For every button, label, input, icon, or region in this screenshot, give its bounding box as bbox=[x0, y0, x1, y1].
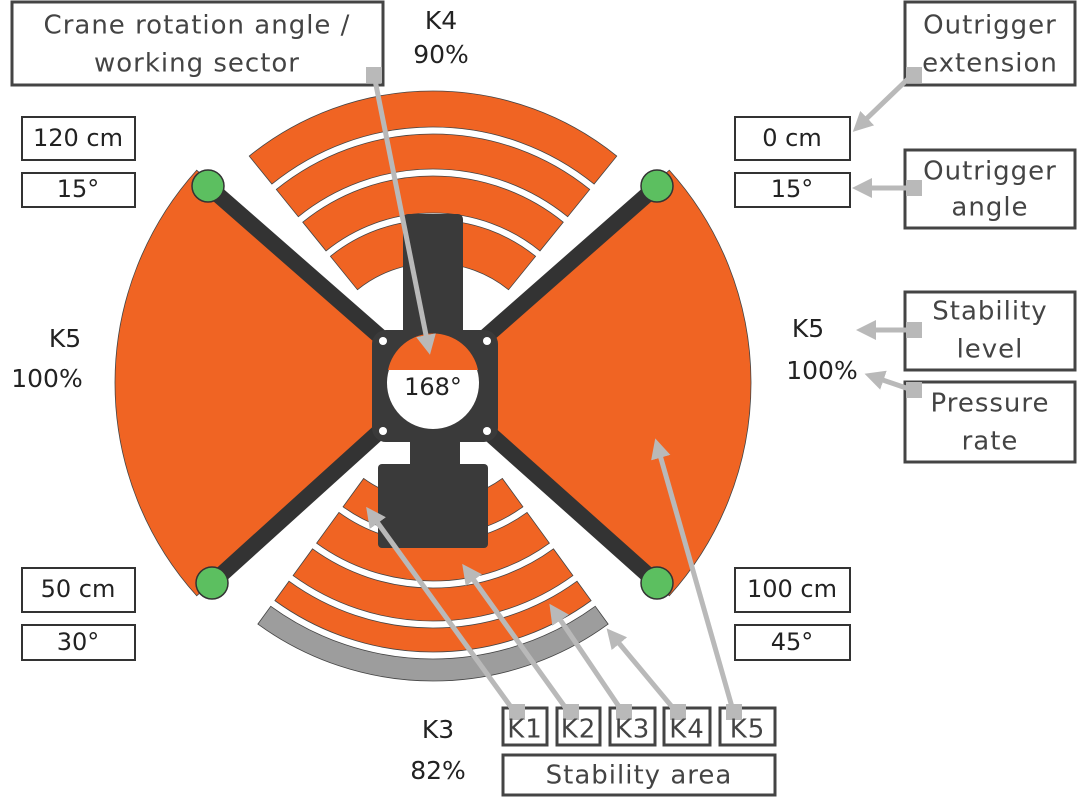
extension-value: 120 cm bbox=[33, 124, 123, 152]
callout-text: rate bbox=[962, 427, 1019, 457]
legend-label: K4 bbox=[669, 715, 705, 745]
extension-value: 100 cm bbox=[747, 575, 837, 603]
callout-text: Stability bbox=[932, 297, 1047, 327]
crane-body bbox=[372, 214, 498, 548]
stability-sector bbox=[248, 90, 618, 185]
callout-text: level bbox=[957, 335, 1024, 365]
outrigger-readouts: 120 cm 15° 0 cm 15° 50 cm 30° 100 cm 45° bbox=[21, 116, 851, 661]
stability-sector bbox=[257, 605, 609, 682]
angle-value: 15° bbox=[771, 175, 814, 203]
callout-text: Crane rotation angle / bbox=[44, 11, 351, 41]
legend-label: K3 bbox=[615, 715, 651, 745]
stability-sector bbox=[275, 133, 591, 218]
callout-text: working sector bbox=[94, 49, 300, 79]
sector-label: K5 bbox=[792, 314, 824, 343]
angle-value: 30° bbox=[57, 628, 100, 656]
angle-value: 45° bbox=[771, 628, 814, 656]
callout-text: Pressure bbox=[930, 389, 1049, 419]
sector-label: K4 bbox=[425, 6, 457, 35]
callout-text: Outrigger bbox=[923, 11, 1057, 41]
legend-label: K5 bbox=[730, 715, 766, 745]
stability-sector bbox=[292, 548, 574, 622]
sector-value: 100% bbox=[786, 356, 857, 385]
angle-value: 15° bbox=[57, 175, 100, 203]
sector-value: 100% bbox=[11, 364, 82, 393]
extension-value: 0 cm bbox=[762, 124, 821, 152]
stability-sector bbox=[302, 175, 564, 252]
rotation-angle: 168° bbox=[404, 373, 462, 401]
sector-value: 82% bbox=[410, 756, 466, 785]
callout-text: Outrigger bbox=[923, 157, 1057, 187]
legend-label: K1 bbox=[507, 715, 543, 745]
legend-box bbox=[662, 706, 712, 747]
callout-text: angle bbox=[951, 193, 1028, 223]
sector-label: K5 bbox=[49, 324, 81, 353]
outrigger-feet bbox=[191, 169, 674, 600]
arrows bbox=[366, 67, 922, 716]
extension-value: 50 cm bbox=[41, 575, 116, 603]
sector-value: 90% bbox=[413, 40, 469, 69]
callout-text: extension bbox=[922, 49, 1058, 79]
sector-label: K3 bbox=[422, 715, 454, 744]
legend-label: K2 bbox=[561, 715, 597, 745]
callout-text: Stability area bbox=[546, 761, 733, 791]
